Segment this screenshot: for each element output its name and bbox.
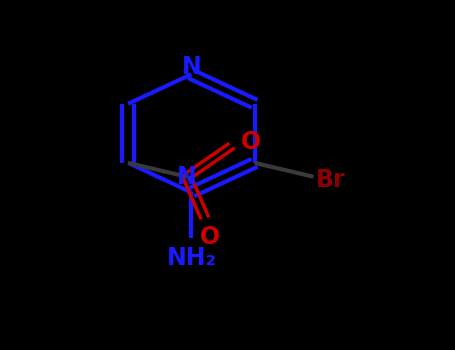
Text: NH₂: NH₂	[167, 246, 216, 270]
Text: Br: Br	[316, 168, 345, 192]
Text: N: N	[182, 55, 201, 79]
Text: O: O	[199, 225, 219, 249]
Text: O: O	[241, 130, 261, 154]
Text: N: N	[177, 165, 197, 189]
